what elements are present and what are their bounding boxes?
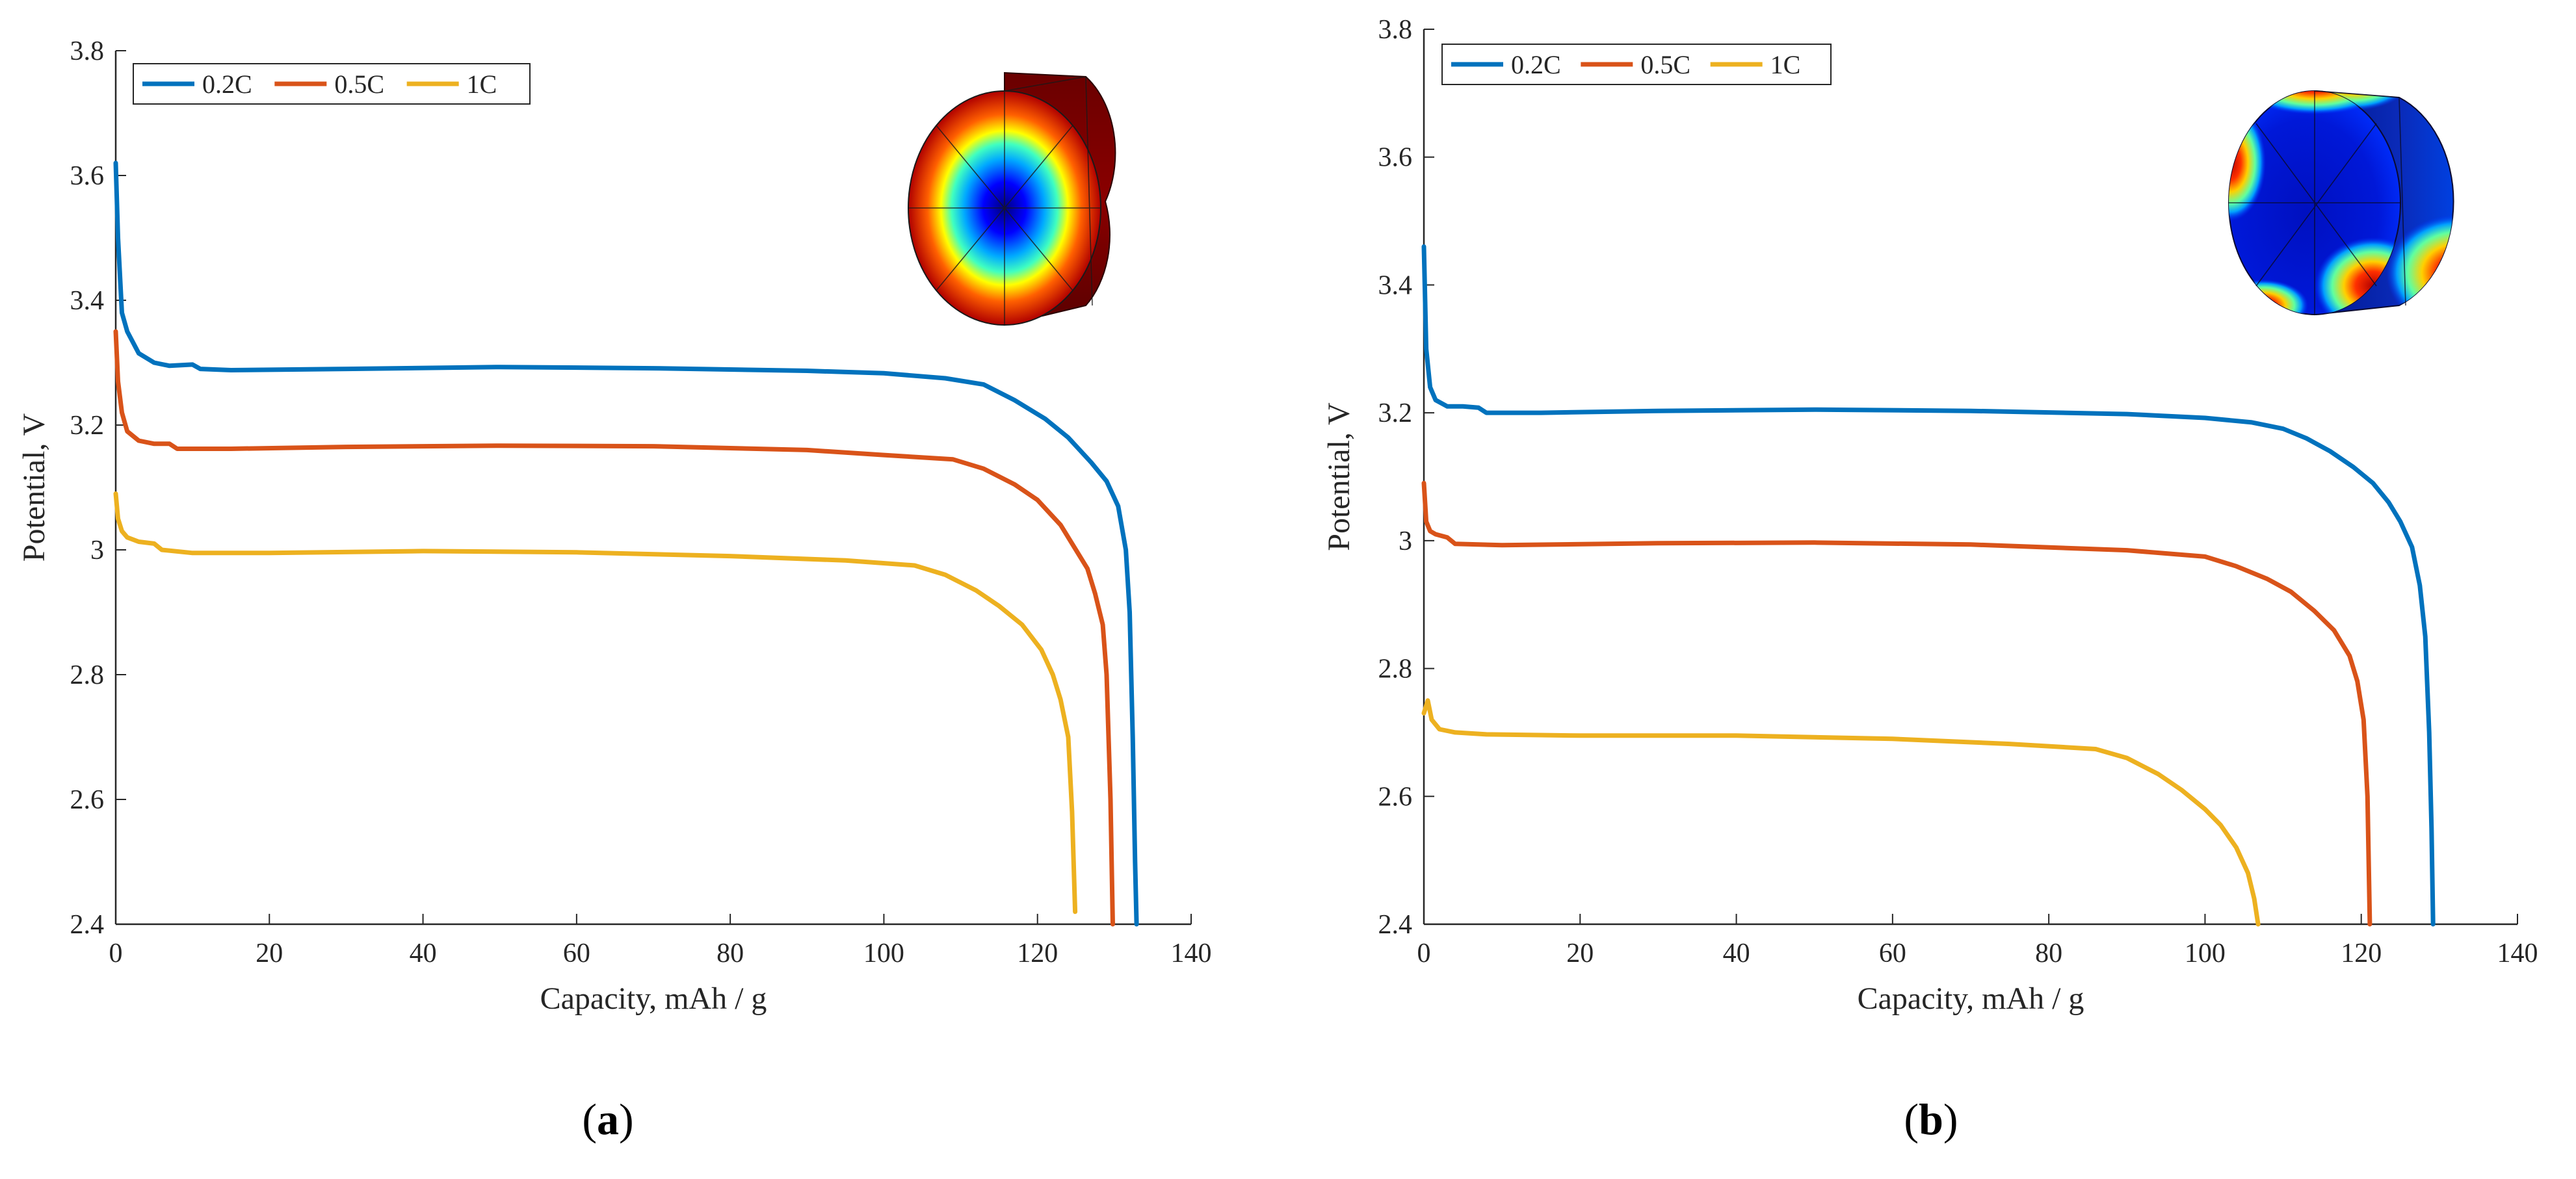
x-tick-label: 100 xyxy=(863,939,904,968)
series-line-0.2C xyxy=(1421,244,2436,927)
y-axis-title: Potential, V xyxy=(1322,402,1356,551)
x-tick-label: 140 xyxy=(1171,939,1212,968)
y-tick-label: 3 xyxy=(90,536,104,565)
x-tick-label: 20 xyxy=(1566,939,1594,968)
y-tick-label: 2.8 xyxy=(70,660,105,690)
y-tick-label: 3.2 xyxy=(70,411,105,441)
legend-b: 0.2C 0.5C 1C xyxy=(1441,44,1832,85)
x-axis-title: Capacity, mAh / g xyxy=(1858,981,2084,1016)
y-tick-label: 3.4 xyxy=(70,286,105,316)
y-tick-label: 3.8 xyxy=(70,36,105,66)
legend-label-0.5C: 0.5C xyxy=(334,70,384,99)
series-line-0.5C xyxy=(1421,480,2372,927)
panel-label-b: (b) xyxy=(1904,1095,1958,1144)
y-tick-label: 2.8 xyxy=(1378,654,1413,684)
y-tick-label: 2.4 xyxy=(1378,910,1413,940)
x-tick-label: 60 xyxy=(1879,939,1906,968)
x-tick-label: 40 xyxy=(1723,939,1750,968)
series-line-0.5C xyxy=(113,329,1115,927)
x-tick-label: 80 xyxy=(2035,939,2062,968)
legend-label-0.2C: 0.2C xyxy=(202,70,252,99)
x-tick-label: 60 xyxy=(563,939,590,968)
plot-area-b: 0 20 40 60 80 100 120 140 2.4 2.6 2.8 3 3.2 3.4 3.6 3.8… xyxy=(1322,15,2538,1016)
panel-label-letter: a xyxy=(597,1095,619,1144)
series-line-1C xyxy=(1421,698,2261,927)
x-tick-label: 0 xyxy=(1417,939,1431,968)
x-tick-label: 140 xyxy=(2497,939,2538,968)
legend-box xyxy=(1441,44,1832,85)
y-tick-label: 3 xyxy=(1399,526,1412,556)
series-line-0.2C xyxy=(113,161,1139,927)
y-tick-label: 3.6 xyxy=(1378,143,1413,173)
panel-label-close-paren: ) xyxy=(1943,1095,1958,1144)
legend-box xyxy=(133,63,531,105)
cylinder-inset-b xyxy=(2228,90,2454,316)
legend-label-1C: 1C xyxy=(467,70,497,99)
plot-area-a: 0 20 40 60 80 100 120 140 2.4 2.6 2.8 3 3.2 3.4 3.6 3.8… xyxy=(17,36,1212,1016)
series-line-1C xyxy=(113,491,1078,914)
panel-label-close-paren: ) xyxy=(619,1095,634,1144)
panel-label-open-paren: ( xyxy=(582,1095,597,1144)
cylinder-inset-a xyxy=(908,71,1116,326)
y-tick-label: 2.4 xyxy=(70,910,105,940)
y-tick-label: 2.6 xyxy=(1378,782,1413,812)
x-axis-title: Capacity, mAh / g xyxy=(540,981,767,1016)
x-tick-label: 40 xyxy=(410,939,437,968)
panel-label-a: (a) xyxy=(582,1095,633,1144)
panel-b: 0 20 40 60 80 100 120 140 2.4 2.6 2.8 3 3.2 3.4 3.6 3.8… xyxy=(1322,15,2538,1144)
y-tick-label: 3.8 xyxy=(1378,15,1413,45)
panel-label-letter: b xyxy=(1919,1095,1943,1144)
legend-label-1C: 1C xyxy=(1770,50,1801,79)
y-tick-label: 3.2 xyxy=(1378,398,1413,428)
x-tick-label: 20 xyxy=(256,939,283,968)
panel-a: 0 20 40 60 80 100 120 140 2.4 2.6 2.8 3 3.2 3.4 3.6 3.8… xyxy=(17,36,1212,1144)
y-axis-title: Potential, V xyxy=(17,413,51,562)
y-tick-label: 2.6 xyxy=(70,785,105,815)
legend-label-0.5C: 0.5C xyxy=(1640,50,1690,79)
x-tick-label: 100 xyxy=(2185,939,2226,968)
x-tick-label: 80 xyxy=(716,939,744,968)
y-tick-label: 3.6 xyxy=(70,161,105,191)
legend-a: 0.2C 0.5C 1C xyxy=(133,63,531,105)
x-tick-label: 120 xyxy=(1017,939,1058,968)
x-tick-label: 0 xyxy=(109,939,123,968)
y-tick-label: 3.4 xyxy=(1378,270,1413,300)
series-layer-b xyxy=(1421,244,2436,927)
series-layer-a xyxy=(113,161,1139,927)
x-tick-label: 120 xyxy=(2341,939,2382,968)
legend-label-0.2C: 0.2C xyxy=(1511,50,1561,79)
panel-label-open-paren: ( xyxy=(1904,1095,1919,1144)
